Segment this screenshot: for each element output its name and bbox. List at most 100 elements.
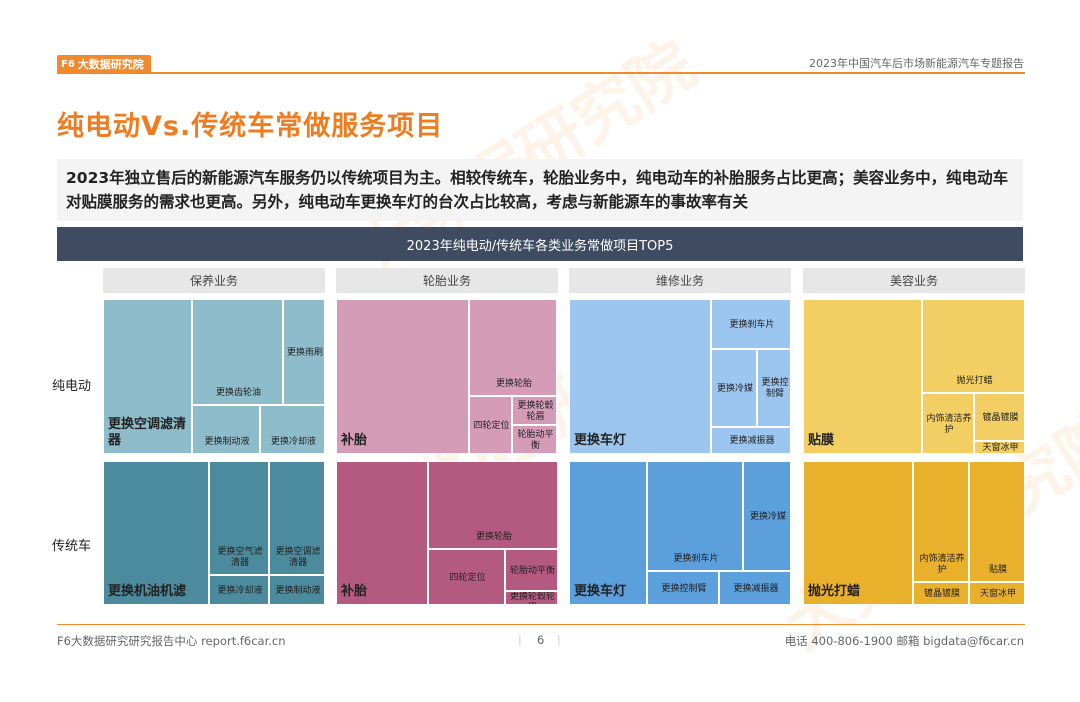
tile-label: 更换冷却液 bbox=[270, 437, 316, 447]
footer-divider bbox=[57, 624, 1025, 625]
logo: F6 大数据研究院 bbox=[57, 55, 151, 73]
tile-label: 镀晶镀膜 bbox=[923, 589, 960, 599]
tile-label: 四轮定位 bbox=[473, 420, 510, 431]
treemap-tile: 更换齿轮油 bbox=[192, 299, 283, 405]
treemap-tile: 四轮定位 bbox=[469, 396, 512, 454]
tile-label: 更换制动液 bbox=[204, 437, 250, 447]
tile-label: 更换车灯 bbox=[574, 584, 627, 599]
tile-label: 更换减振器 bbox=[729, 436, 775, 446]
tile-label: 更换空调滤 清器 bbox=[275, 547, 321, 568]
treemap-tile: 贴膜 bbox=[803, 299, 922, 454]
tile-label: 更换刹车片 bbox=[729, 319, 775, 330]
treemap-tile: 四轮定位 bbox=[428, 549, 505, 605]
summary-box bbox=[57, 159, 1023, 221]
footer-separator: | bbox=[557, 633, 561, 646]
tile-label: 更换减振器 bbox=[733, 583, 779, 594]
tile-label: 更换轮毂轮 眉 bbox=[509, 592, 555, 604]
treemap-tile: 更换冷媒 bbox=[711, 349, 757, 427]
page-number: 6 bbox=[537, 633, 545, 647]
column-header: 保养业务 bbox=[103, 268, 325, 293]
column-header: 维修业务 bbox=[569, 268, 791, 293]
treemap-tile: 更换减振器 bbox=[719, 571, 791, 605]
logo-text: 大数据研究院 bbox=[77, 58, 144, 71]
treemap-tile: 更换空气滤 清器 bbox=[209, 461, 269, 575]
treemap-tile: 更换轮毂轮 眉 bbox=[505, 591, 558, 605]
page-title: 纯电动Vs.传统车常做服务项目 bbox=[57, 111, 444, 142]
treemap-tile: 天窗冰甲 bbox=[969, 582, 1025, 605]
footer-left: F6大数据研究研究报告中心 report.f6car.cn bbox=[57, 634, 286, 648]
tile-label: 轮胎动平 衡 bbox=[517, 429, 554, 451]
treemap-tile: 更换冷媒 bbox=[743, 461, 791, 571]
tile-label: 四轮定位 bbox=[449, 572, 486, 583]
treemap-tile: 更换刹车片 bbox=[711, 299, 791, 349]
tile-label: 抛光打蜡 bbox=[956, 376, 993, 386]
treemap-tile: 更换轮胎 bbox=[469, 299, 557, 396]
treemap-tile: 贴膜 bbox=[969, 461, 1025, 582]
tile-label: 更换冷却液 bbox=[217, 585, 263, 596]
tile-label: 贴膜 bbox=[988, 565, 1007, 575]
tile-label: 抛光打蜡 bbox=[808, 584, 861, 599]
tile-label: 贴膜 bbox=[808, 433, 835, 448]
treemap-tile: 轮胎动平 衡 bbox=[512, 425, 557, 454]
report-title: 2023年中国汽车后市场新能源汽车专题报告 bbox=[809, 57, 1024, 70]
treemap-tile: 补胎 bbox=[336, 299, 469, 454]
treemap-tile: 补胎 bbox=[336, 461, 428, 605]
tile-label: 补胎 bbox=[341, 433, 368, 448]
tile-label: 更换刹车片 bbox=[673, 554, 719, 564]
tile-label: 天窗冰甲 bbox=[979, 589, 1016, 599]
tile-label: 更换冷媒 bbox=[749, 511, 786, 522]
treemap-tile: 更换刹车片 bbox=[647, 461, 743, 571]
treemap-tile: 更换冷却液 bbox=[209, 575, 269, 605]
treemap-tile: 更换雨刷 bbox=[283, 299, 325, 405]
treemap-tile: 更换减振器 bbox=[711, 427, 791, 454]
treemap-tile: 更换轮毂 轮眉 bbox=[512, 396, 557, 425]
tile-label: 更换控 制臂 bbox=[761, 378, 789, 399]
treemap-tile: 更换制动液 bbox=[269, 575, 325, 605]
tile-label: 天窗冰甲 bbox=[982, 443, 1019, 453]
treemap-tile: 天窗冰甲 bbox=[974, 441, 1025, 454]
treemap-tile: 内饰清洁养 护 bbox=[922, 393, 974, 454]
treemap-tile: 更换空调滤清 器 bbox=[103, 299, 192, 454]
footer-separator: | bbox=[518, 633, 522, 646]
tile-label: 更换轮胎 bbox=[475, 532, 512, 542]
treemap-tile: 更换轮胎 bbox=[428, 461, 558, 549]
treemap-tile: 更换车灯 bbox=[569, 299, 711, 454]
tile-label: 更换车灯 bbox=[574, 433, 627, 448]
tile-label: 更换轮胎 bbox=[495, 379, 532, 389]
treemap-tile: 更换冷却液 bbox=[260, 405, 325, 454]
column-header: 轮胎业务 bbox=[336, 268, 558, 293]
tile-label: 更换制动液 bbox=[275, 585, 321, 596]
tile-label: 内饰清洁养 护 bbox=[926, 413, 972, 435]
chart-title: 2023年纯电动/传统车各类业务常做项目TOP5 bbox=[57, 227, 1023, 261]
tile-label: 更换冷媒 bbox=[716, 383, 753, 394]
treemap-tile: 更换机油机滤 bbox=[103, 461, 209, 605]
treemap-tile: 更换制动液 bbox=[192, 405, 260, 454]
header-divider bbox=[57, 72, 1025, 74]
treemap-tile: 镀晶镀膜 bbox=[913, 582, 969, 605]
treemap-tile: 抛光打蜡 bbox=[803, 461, 913, 605]
tile-label: 更换轮毂 轮眉 bbox=[517, 400, 554, 422]
column-header: 美容业务 bbox=[803, 268, 1025, 293]
tile-label: 更换雨刷 bbox=[286, 347, 323, 358]
treemap-tile: 内饰清洁养 护 bbox=[913, 461, 969, 582]
footer-right: 电话 400-806-1900 邮箱 bigdata@f6car.cn bbox=[784, 634, 1024, 648]
tile-label: 补胎 bbox=[341, 584, 368, 599]
summary-text: 2023年独立售后的新能源汽车服务仍以传统项目为主。相较传统车，轮胎业务中，纯电… bbox=[66, 169, 1009, 211]
row-label: 纯电动 bbox=[52, 379, 92, 394]
tile-label: 更换空调滤清 器 bbox=[108, 417, 187, 448]
tile-label: 更换机油机滤 bbox=[108, 584, 187, 599]
treemap-tile: 更换控制臂 bbox=[647, 571, 719, 605]
tile-label: 镀晶镀膜 bbox=[982, 412, 1019, 423]
treemap-tile: 抛光打蜡 bbox=[922, 299, 1025, 393]
tile-label: 更换齿轮油 bbox=[215, 388, 261, 398]
treemap-tile: 镀晶镀膜 bbox=[974, 393, 1025, 441]
row-label: 传统车 bbox=[52, 539, 92, 554]
treemap-tile: 更换车灯 bbox=[569, 461, 647, 605]
treemap-tile: 更换控 制臂 bbox=[757, 349, 791, 427]
treemap-tile: 更换空调滤 清器 bbox=[269, 461, 325, 575]
tile-label: 轮胎动平衡 bbox=[509, 565, 555, 576]
treemap-tile: 轮胎动平衡 bbox=[505, 549, 558, 591]
tile-label: 内饰清洁养 护 bbox=[919, 554, 965, 575]
tile-label: 更换控制臂 bbox=[661, 583, 707, 594]
tile-label: 更换空气滤 清器 bbox=[217, 547, 263, 568]
